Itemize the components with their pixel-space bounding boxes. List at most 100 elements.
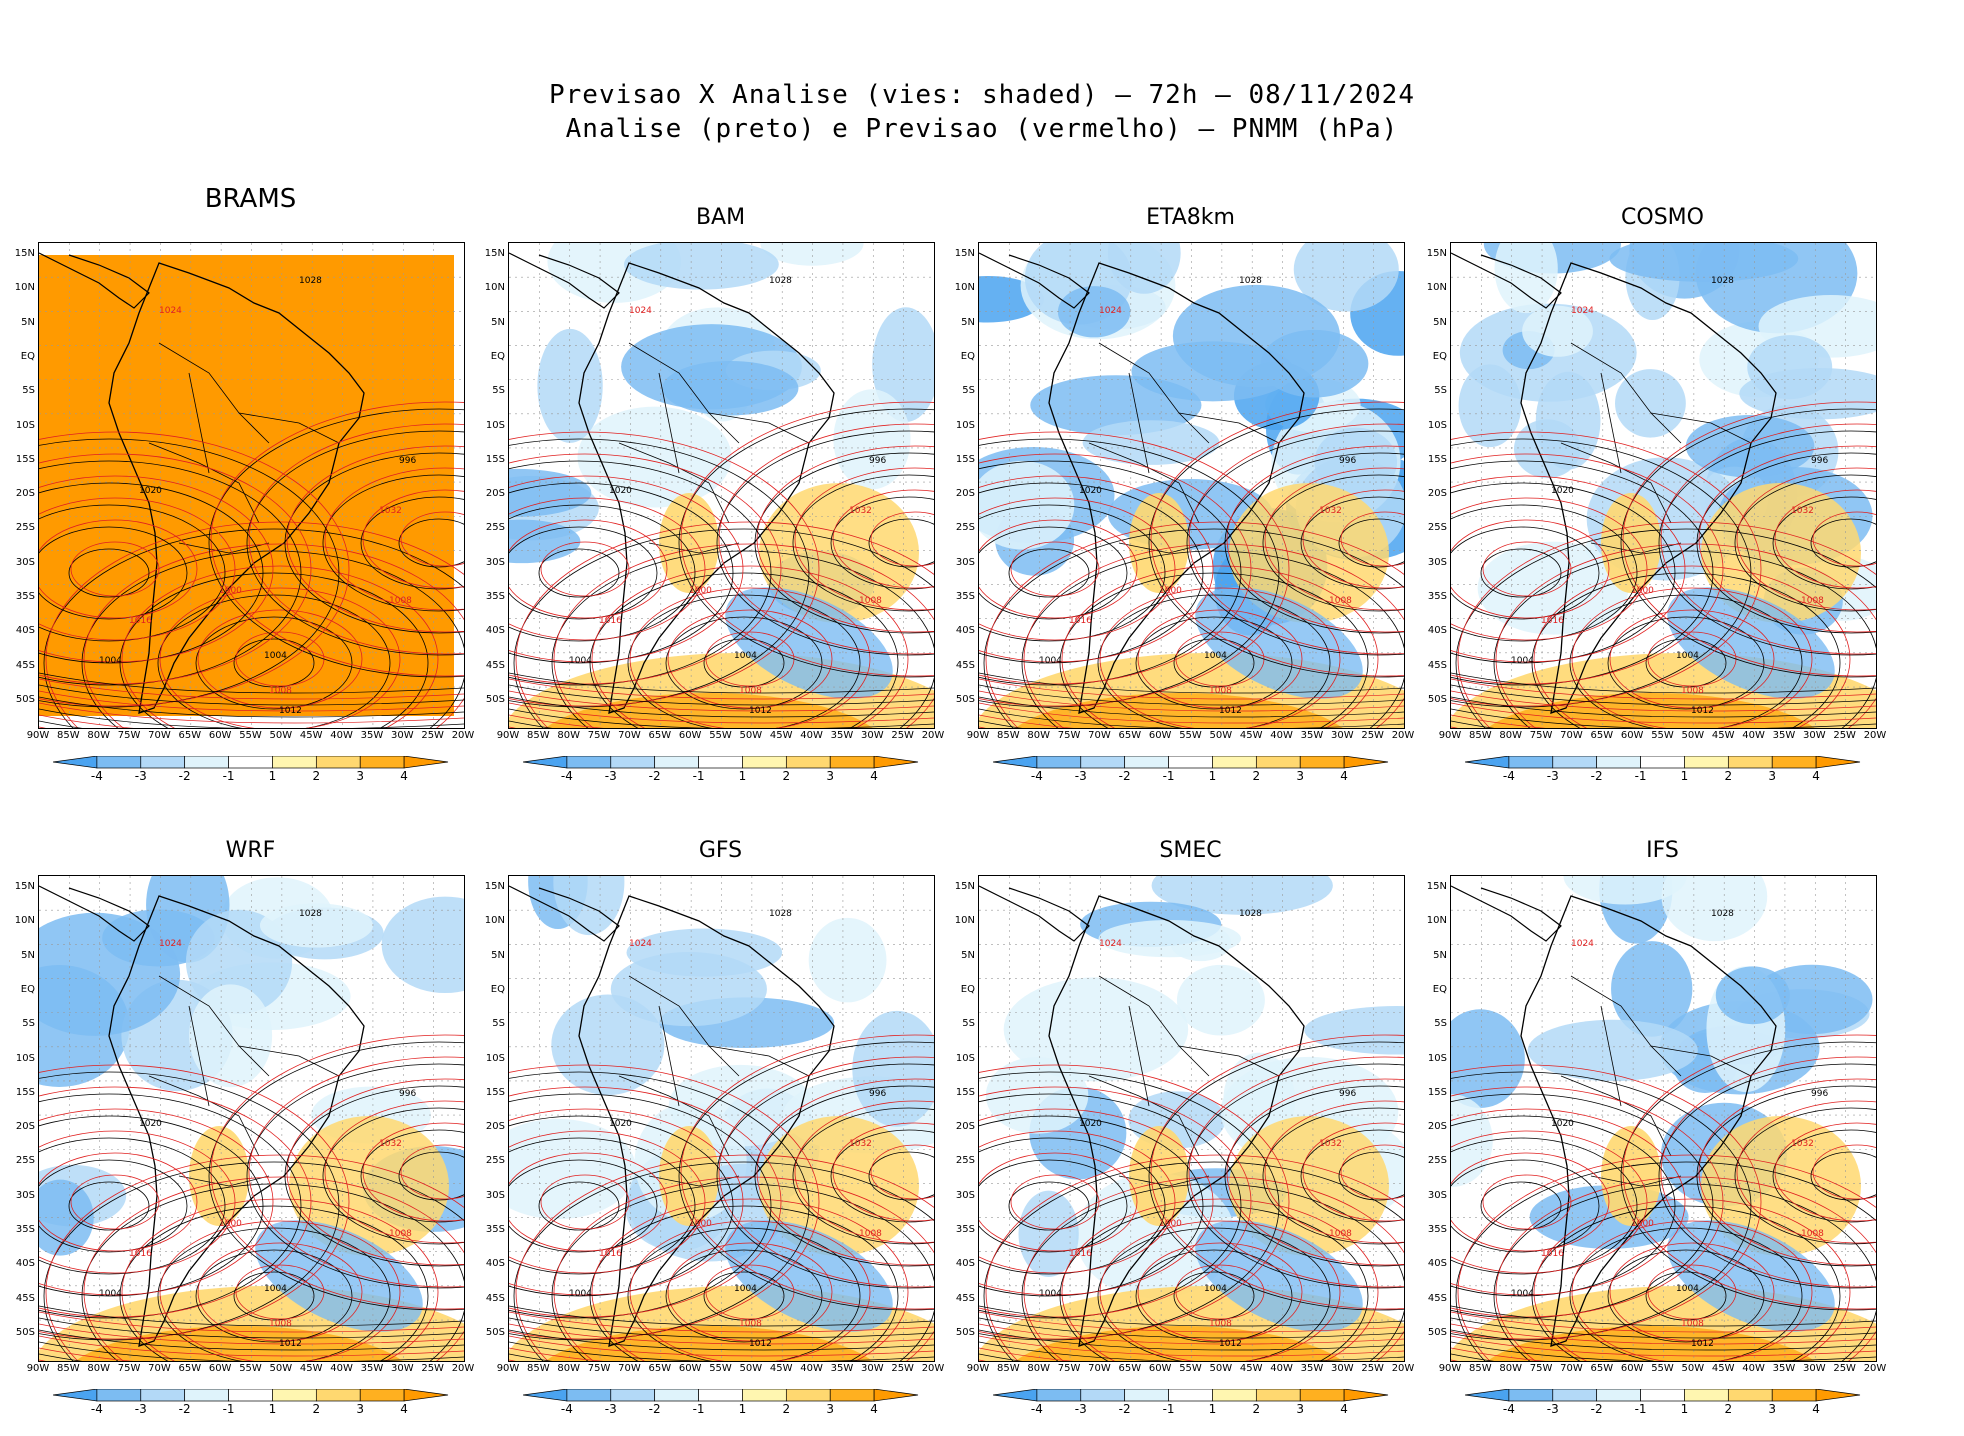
isobar-label: 1032 — [1319, 506, 1342, 516]
colorbar-segment — [1508, 1388, 1554, 1402]
isobar-label: 1000 — [1159, 586, 1182, 596]
lon-label: 30W — [390, 1363, 414, 1374]
colorbar-segment — [315, 755, 361, 769]
lat-label: 50S — [15, 693, 35, 705]
lat-label: 30S — [955, 556, 975, 568]
isobar-label: 1008 — [739, 1319, 762, 1329]
map-canvas: 1004 1008 1012 1016 1020 1024 1028 1032 996 1000 1… — [509, 876, 934, 1361]
colorbar-label: 4 — [1812, 1402, 1820, 1416]
lon-label: 55W — [1651, 730, 1674, 741]
lon-label: 60W — [1620, 730, 1644, 741]
lat-label: 20S — [1427, 488, 1447, 500]
colorbar-segment — [184, 755, 229, 769]
lon-label: 70W — [618, 730, 641, 741]
lat-label: 40S — [485, 1258, 505, 1270]
lon-label: 40W — [1270, 730, 1293, 741]
colorbar-label: -4 — [560, 1402, 573, 1416]
isobar-label: 1008 — [1681, 1319, 1704, 1329]
lon-label: 20W — [451, 730, 475, 741]
lon-label: 35W — [830, 1363, 854, 1374]
lon-label: 70W — [148, 730, 171, 741]
lat-label: 40S — [1427, 1258, 1447, 1270]
colorbar-segment — [1552, 1388, 1598, 1402]
colorbar-segment — [359, 1388, 405, 1402]
isobar-label: 1028 — [1711, 909, 1734, 919]
colorbar-label: -3 — [1074, 1402, 1087, 1416]
lat-label: 45S — [955, 659, 975, 671]
isobar-label: 1024 — [1099, 939, 1122, 949]
isobar-label: 1004 — [569, 656, 592, 666]
colorbar-segment — [1552, 755, 1598, 769]
lat-label: 5N — [1433, 316, 1447, 328]
lon-label: 20W — [1391, 1363, 1415, 1374]
colorbar-label: -4 — [90, 1402, 103, 1416]
lon-label: 45W — [1239, 730, 1263, 741]
isobar-label: 1024 — [159, 939, 182, 949]
lon-label: 35W — [1772, 730, 1796, 741]
panel-title-cosmo: COSMO — [1621, 205, 1704, 230]
lat-label: 45S — [955, 1292, 975, 1304]
map-canvas: 1004 1008 1012 1016 1020 1024 1028 1032 996 1000 1… — [39, 876, 464, 1361]
lon-label: 80W — [557, 1363, 581, 1374]
lon-label: 90W — [1438, 730, 1462, 741]
colorbar-label: 4 — [870, 769, 878, 783]
colorbar-label: -4 — [1502, 1402, 1515, 1416]
colorbar-label: -4 — [90, 769, 103, 783]
lon-label: 80W — [1499, 1363, 1523, 1374]
lon-label: 40W — [330, 1363, 353, 1374]
isobar-label: 1000 — [219, 586, 242, 596]
isobar-label: 1008 — [269, 686, 292, 696]
colorbar-segment — [272, 755, 317, 769]
lon-label: 45W — [299, 1363, 323, 1374]
lon-label: 55W — [1179, 730, 1202, 741]
colorbar-label: 2 — [1724, 769, 1733, 783]
colorbar-label: -3 — [1546, 1402, 1559, 1416]
lon-label: 65W — [648, 730, 672, 741]
map-canvas: 1004 1008 1012 1016 1020 1024 1028 1032 996 1000 1… — [979, 243, 1404, 728]
map-canvas: 1004 1008 1012 1016 1020 1024 1028 1032 996 1000 1… — [509, 243, 934, 728]
lon-label: 65W — [1590, 730, 1614, 741]
panel-title-bam: BAM — [695, 205, 746, 230]
lat-label: 50S — [955, 693, 975, 705]
colorbar-label: -1 — [1162, 1402, 1175, 1416]
isobar-label: 1032 — [1791, 506, 1814, 516]
lat-label: 40S — [955, 1258, 975, 1270]
lat-label: 30S — [15, 1189, 35, 1201]
colorbar-segment — [1124, 755, 1169, 769]
colorbar-segment — [566, 755, 612, 769]
lat-label: 35S — [485, 1224, 505, 1235]
isobar-label: 1012 — [279, 706, 302, 716]
colorbar-label: 2 — [1252, 769, 1261, 783]
lat-label: 5S — [1434, 1018, 1447, 1030]
lon-label: 25W — [421, 730, 444, 741]
isobar-label: 996 — [1339, 456, 1356, 466]
colorbar-label: 2 — [1252, 1402, 1261, 1416]
colorbar-segment — [96, 1388, 142, 1402]
lat-label: 45S — [485, 659, 505, 671]
lon-label: 35W — [1300, 1363, 1324, 1374]
panel-title-ifs: IFS — [1646, 838, 1679, 863]
colorbar-segment — [1684, 755, 1729, 769]
lon-label: 60W — [678, 730, 702, 741]
colorbar-segment — [1464, 755, 1510, 769]
lon-label: 35W — [360, 730, 384, 741]
colorbar-label: 3 — [1296, 1402, 1305, 1416]
lat-label: 20S — [15, 488, 35, 500]
colorbar-label: -3 — [1074, 769, 1087, 783]
colorbar-label: -3 — [134, 769, 147, 783]
lon-label: 50W — [1209, 1363, 1233, 1374]
colorbar — [52, 1388, 458, 1407]
lon-label: 80W — [1027, 1363, 1051, 1374]
isobar-label: 1032 — [379, 506, 402, 516]
lat-label: 35S — [485, 591, 505, 602]
isobar-label: 1016 — [1541, 1249, 1564, 1259]
colorbar-segment — [1255, 1388, 1301, 1402]
lat-label: 35S — [15, 591, 35, 602]
lon-label: 55W — [239, 1363, 262, 1374]
lat-label: 45S — [1427, 659, 1447, 671]
colorbar-segment — [1168, 755, 1213, 769]
lon-label: 25W — [891, 1363, 914, 1374]
lat-label: 10S — [485, 419, 505, 431]
isobar-label: 1024 — [629, 939, 652, 949]
isobar-label: 1028 — [1711, 276, 1734, 286]
